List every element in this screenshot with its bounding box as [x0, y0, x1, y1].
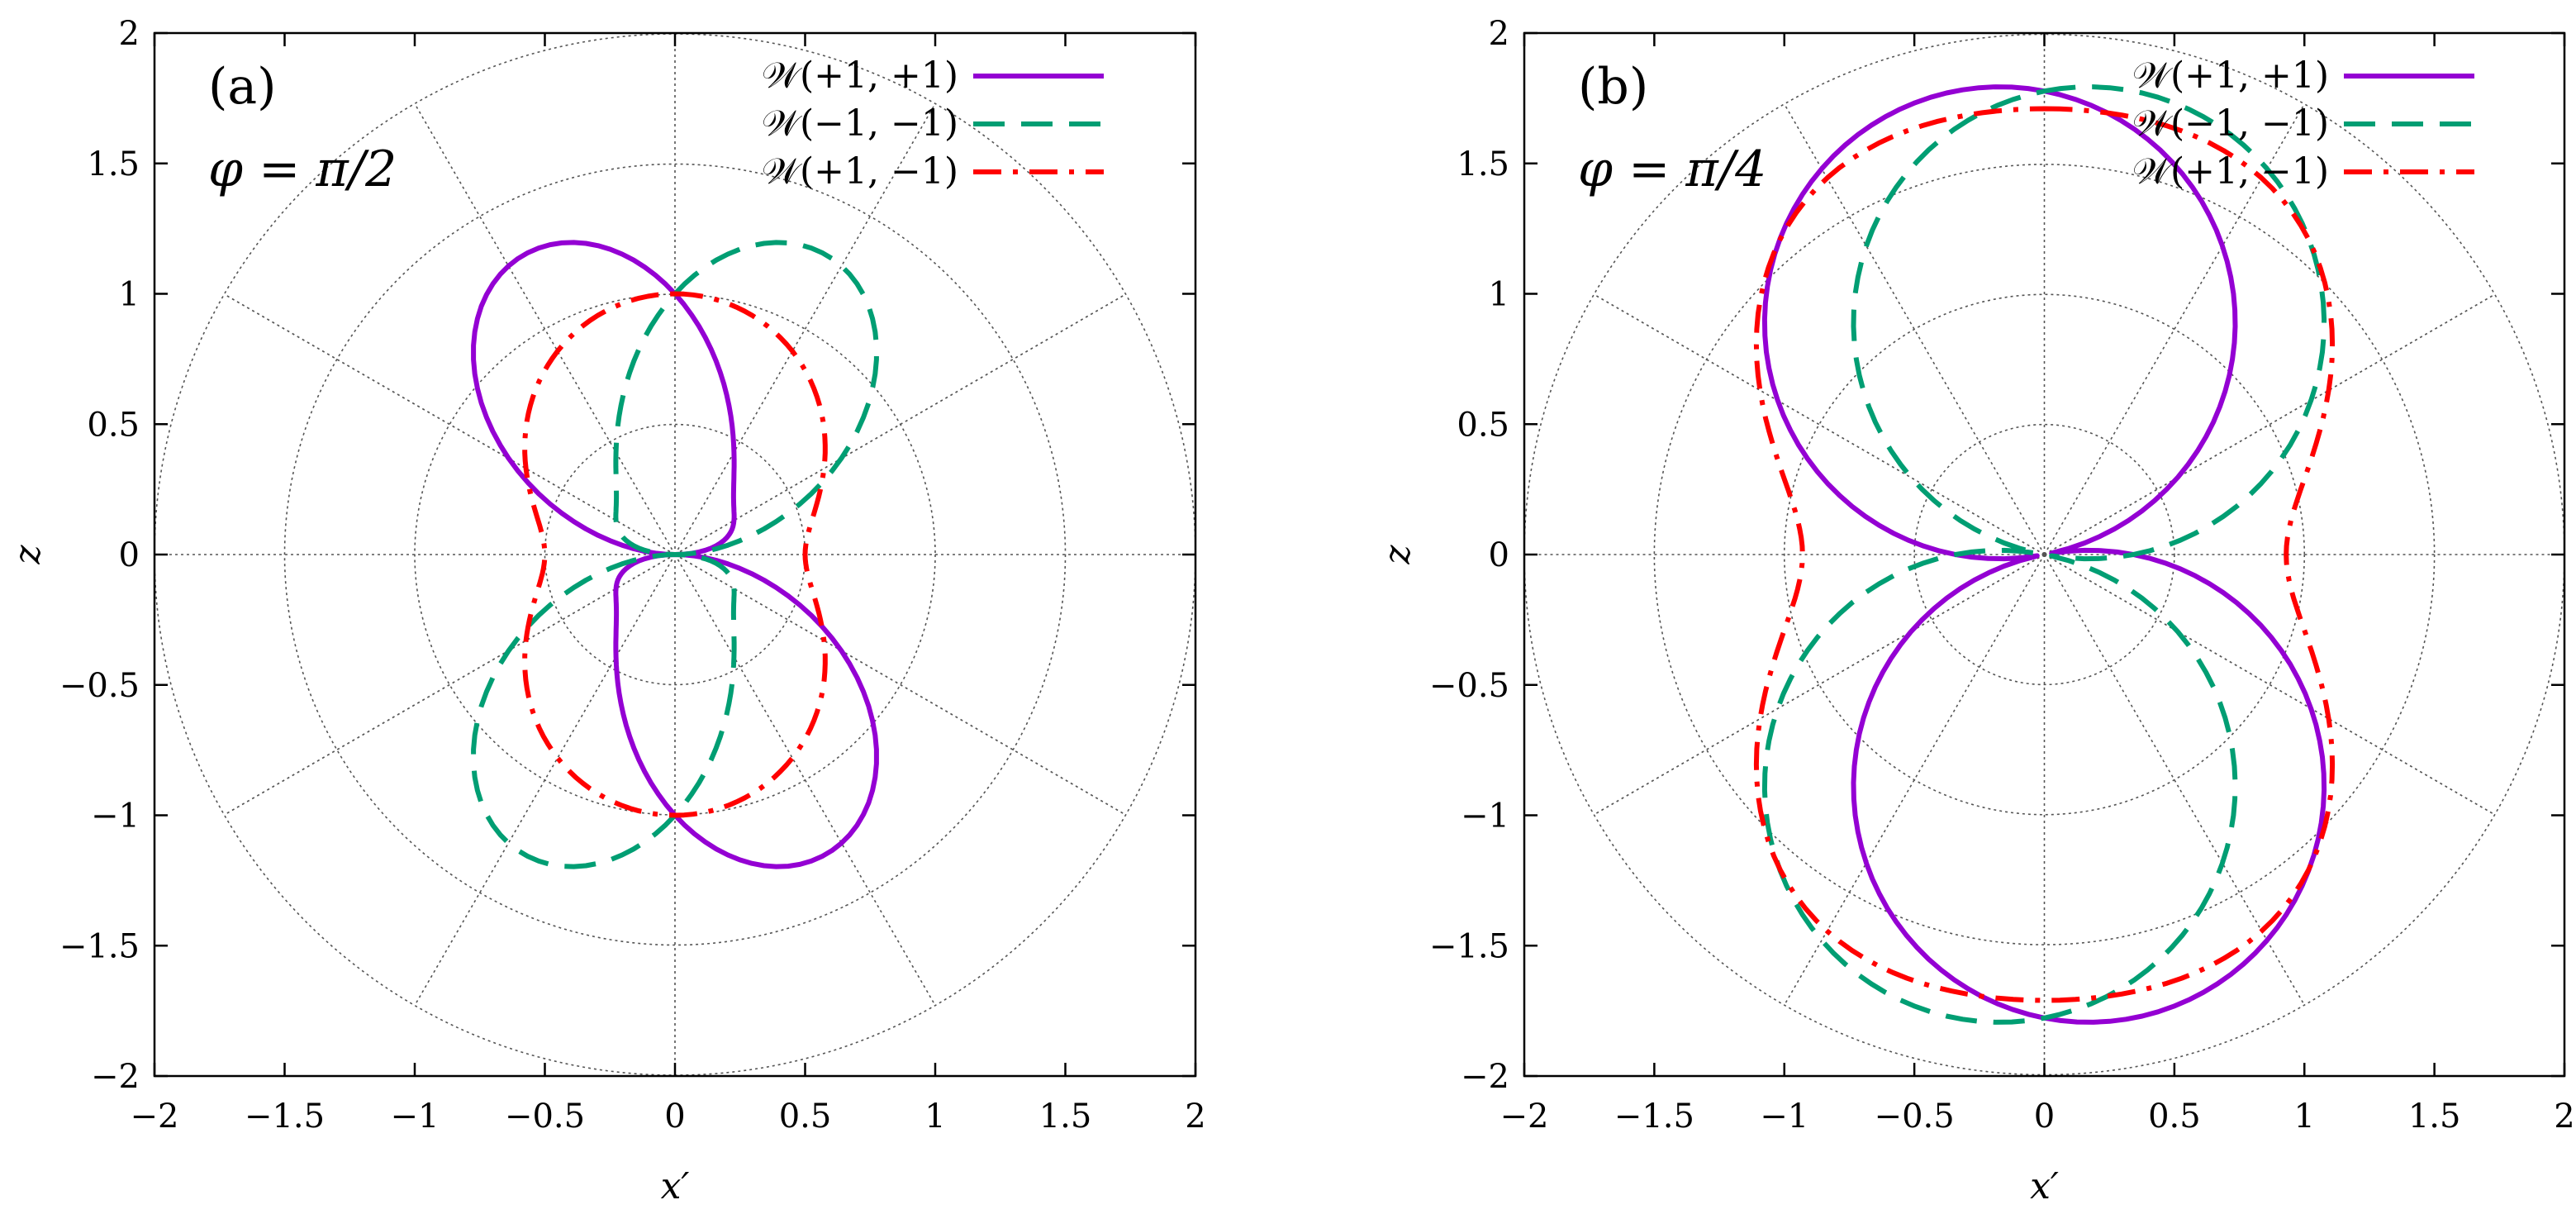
x-tick-label: 1 — [924, 1098, 945, 1136]
x-axis-label: x′ — [2030, 1165, 2059, 1207]
x-axis-label: x′ — [661, 1165, 690, 1207]
panel-b: −2 −1.5 −1 −0.5 0 0.5 1 1.5 2 2 1.5 1 0.5 0 −0.5 −1 −1.5… — [1376, 15, 2575, 1207]
panel-label: (b) — [1578, 58, 1648, 116]
grid-spoke — [414, 103, 676, 555]
x-tick-label: −2 — [1500, 1098, 1549, 1136]
grid-spoke — [674, 554, 936, 1006]
x-tick-label: 0.5 — [2148, 1098, 2201, 1136]
y-tick-label: 2 — [119, 15, 140, 53]
y-tick-label: 0.5 — [87, 406, 140, 444]
series-line-1 — [1761, 84, 2327, 1025]
legend-label-1: 𝒲(−1, −1) — [762, 102, 958, 145]
panel-a: −2 −1.5 −1 −0.5 0 0.5 1 1.5 2 2 1.5 1 0.5 0 −0.5 −1 −1.5… — [7, 15, 1206, 1207]
y-tick-label: −2 — [91, 1058, 140, 1096]
y-tick-label: −1.5 — [59, 927, 140, 965]
y-tick-label: 1 — [1489, 276, 1509, 314]
phi-annotation: φ = π/2 — [208, 140, 397, 198]
grid-spoke — [674, 103, 936, 555]
x-tick-label: 1 — [2294, 1098, 2315, 1136]
y-tick-label: −0.5 — [1429, 667, 1509, 705]
x-tick-label: 1.5 — [2408, 1098, 2461, 1136]
x-tick-label: −1 — [391, 1098, 440, 1136]
y-tick-label: 0 — [119, 536, 140, 574]
x-tick-label: −1 — [1760, 1098, 1808, 1136]
y-tick-label: 1.5 — [87, 145, 140, 183]
legend-label-2: 𝒲(+1, −1) — [762, 150, 958, 193]
grid-spoke — [674, 293, 1126, 555]
panel-label: (a) — [208, 58, 277, 116]
grid-spoke — [224, 554, 676, 816]
legend-label-0: 𝒲(+1, +1) — [762, 55, 958, 97]
legend-label-0: 𝒲(+1, +1) — [2132, 55, 2329, 97]
y-tick-label: 2 — [1489, 15, 1509, 53]
grid-spoke — [224, 293, 676, 555]
x-tick-label: −2 — [131, 1098, 179, 1136]
x-tick-label: 2 — [2554, 1098, 2574, 1136]
phi-annotation: φ = π/4 — [1578, 140, 1766, 198]
x-tick-label: 1.5 — [1039, 1098, 1092, 1136]
y-axis-label: z — [1376, 545, 1419, 565]
x-tick-label: −0.5 — [1875, 1098, 1955, 1136]
grid-ring — [1653, 164, 2436, 945]
y-tick-label: 0 — [1489, 536, 1509, 574]
legend-label-1: 𝒲(−1, −1) — [2132, 102, 2329, 145]
grid-ring — [1783, 293, 2306, 816]
grid-spoke — [414, 554, 676, 1006]
legend-label-2: 𝒲(+1, −1) — [2132, 150, 2329, 193]
y-tick-label: −2 — [1461, 1058, 1509, 1096]
y-tick-label: −0.5 — [59, 667, 140, 705]
series-line-2 — [522, 291, 828, 818]
y-tick-label: 0.5 — [1457, 406, 1509, 444]
series-group — [1753, 84, 2336, 1025]
x-tick-label: 2 — [1185, 1098, 1205, 1136]
x-tick-label: 0.5 — [779, 1098, 832, 1136]
x-tick-label: 0 — [664, 1098, 685, 1136]
x-tick-label: −1.5 — [245, 1098, 325, 1136]
y-tick-label: −1.5 — [1429, 927, 1509, 965]
grid-ring — [283, 163, 1067, 946]
x-tick-label: 0 — [2034, 1098, 2055, 1136]
y-tick-label: −1 — [1461, 798, 1509, 836]
x-tick-label: −0.5 — [505, 1098, 585, 1136]
y-tick-label: 1.5 — [1457, 145, 1509, 183]
grid-spoke — [674, 554, 1126, 816]
series-line-2 — [1753, 106, 2336, 1003]
series-group — [471, 240, 879, 869]
y-tick-label: −1 — [91, 798, 140, 836]
y-axis-label: z — [7, 545, 49, 565]
grid-ring — [1913, 423, 2175, 686]
y-tick-label: 1 — [119, 276, 140, 314]
x-tick-label: −1.5 — [1614, 1098, 1694, 1136]
